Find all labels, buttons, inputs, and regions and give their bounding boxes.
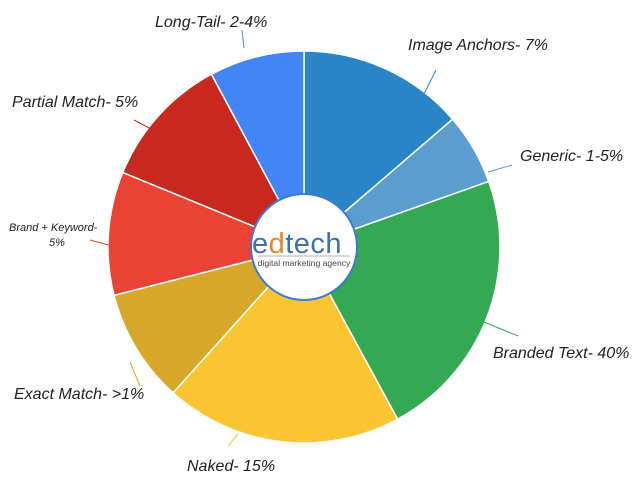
leader-line-5 xyxy=(89,239,113,247)
pie-slice-0 xyxy=(303,50,454,249)
pie-slice-7 xyxy=(210,50,305,248)
logo-letter-d: d xyxy=(269,228,286,260)
pie-slice-5 xyxy=(107,171,307,297)
leader-line-7 xyxy=(241,29,245,49)
center-logo: edtech digital marketing agency xyxy=(250,193,358,301)
leader-line-4 xyxy=(129,361,141,387)
leader-line-1 xyxy=(487,164,513,173)
label-leader-lines xyxy=(89,29,519,447)
logo-circle xyxy=(250,193,358,301)
slice-label-5: Brand + Keyword-5% xyxy=(9,222,98,249)
slice-label-0: Image Anchors- 7% xyxy=(408,37,548,54)
leader-line-3 xyxy=(227,433,239,447)
slice-label-1: Generic- 1-5% xyxy=(520,148,623,165)
leader-line-0 xyxy=(422,69,437,97)
pie-slice-3 xyxy=(172,245,399,444)
logo-tagline: digital marketing agency xyxy=(258,258,351,268)
leader-line-2 xyxy=(483,321,519,337)
logo-letter-e: e xyxy=(252,228,269,260)
slice-label-3: Naked- 15% xyxy=(187,458,275,475)
slice-label-2: Branded Text- 40% xyxy=(493,345,629,362)
slice-label-4: Exact Match- >1% xyxy=(14,386,144,403)
slice-labels: Image Anchors- 7% Generic- 1-5% Branded Te… xyxy=(9,14,629,475)
logo-wordmark: edtech xyxy=(252,228,342,260)
logo-letters-tech: tech xyxy=(285,228,342,260)
slice-label-6: Partial Match- 5% xyxy=(12,94,138,111)
pie-slices xyxy=(107,50,501,444)
slice-label-7: Long-Tail- 2-4% xyxy=(155,14,267,31)
pie-slice-6 xyxy=(121,73,306,249)
leader-line-6 xyxy=(133,119,154,131)
